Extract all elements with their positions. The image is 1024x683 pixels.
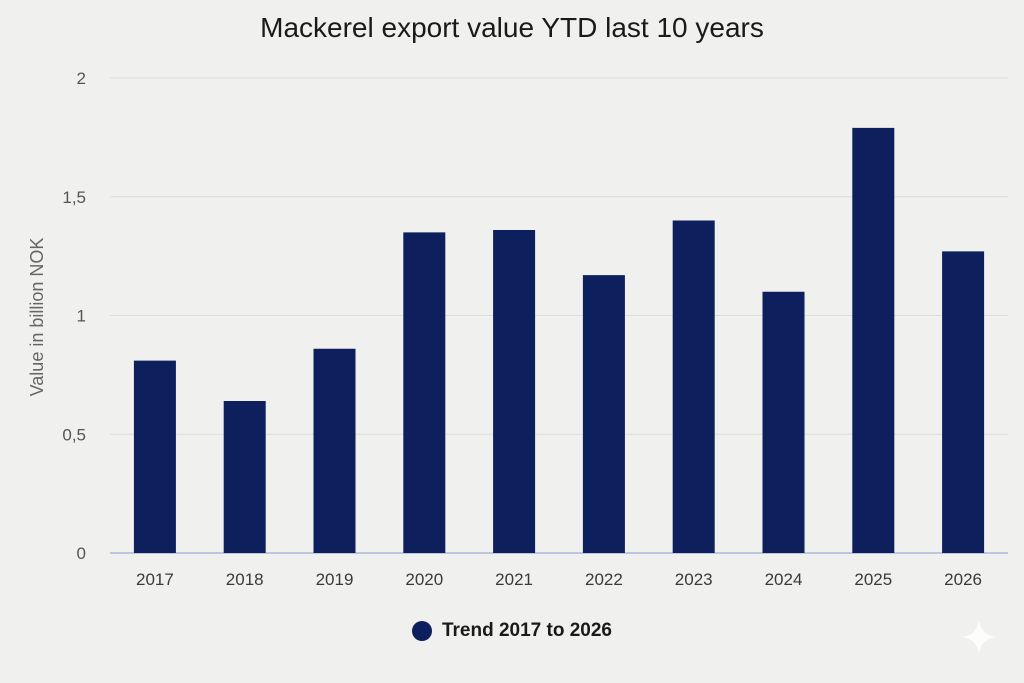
x-tick-label: 2018 bbox=[226, 570, 264, 589]
x-axis-ticks: 2017 2018 2019 2020 2021 2022 2023 2024 2025 2026 bbox=[136, 570, 982, 589]
bar-2022 bbox=[582, 275, 625, 553]
x-tick-label: 2025 bbox=[854, 570, 892, 589]
x-tick-label: 2023 bbox=[675, 570, 713, 589]
x-tick-label: 2019 bbox=[316, 570, 354, 589]
x-tick-label: 2026 bbox=[944, 570, 982, 589]
x-tick-label: 2020 bbox=[405, 570, 443, 589]
y-axis-ticks: 0 0,5 1 1,5 2 bbox=[62, 69, 86, 563]
bar-2020 bbox=[403, 232, 446, 553]
y-tick-label: 2 bbox=[77, 69, 86, 88]
legend-label: Trend 2017 to 2026 bbox=[441, 620, 613, 641]
bar-2017 bbox=[133, 360, 176, 553]
bar-2021 bbox=[493, 230, 536, 553]
x-tick-label: 2021 bbox=[495, 570, 533, 589]
x-tick-label: 2017 bbox=[136, 570, 174, 589]
y-tick-label: 1 bbox=[77, 307, 86, 326]
y-tick-label: 0,5 bbox=[62, 425, 86, 444]
legend: Trend 2017 to 2026 bbox=[0, 620, 1024, 642]
x-tick-label: 2022 bbox=[585, 570, 623, 589]
chart-title: Mackerel export value YTD last 10 years bbox=[260, 12, 764, 43]
y-axis-title: Value in billion NOK bbox=[27, 238, 47, 397]
bar-2024 bbox=[762, 291, 805, 553]
x-tick-label: 2024 bbox=[765, 570, 803, 589]
bar-2025 bbox=[852, 127, 895, 553]
bar-2019 bbox=[313, 348, 356, 553]
legend-swatch bbox=[411, 621, 432, 641]
bar-2026 bbox=[942, 251, 985, 553]
bars bbox=[133, 127, 985, 553]
y-tick-label: 0 bbox=[77, 544, 86, 563]
y-tick-label: 1,5 bbox=[62, 188, 86, 207]
bar-2023 bbox=[672, 220, 715, 553]
bar-2018 bbox=[223, 401, 266, 553]
sparkle-icon bbox=[962, 620, 996, 654]
